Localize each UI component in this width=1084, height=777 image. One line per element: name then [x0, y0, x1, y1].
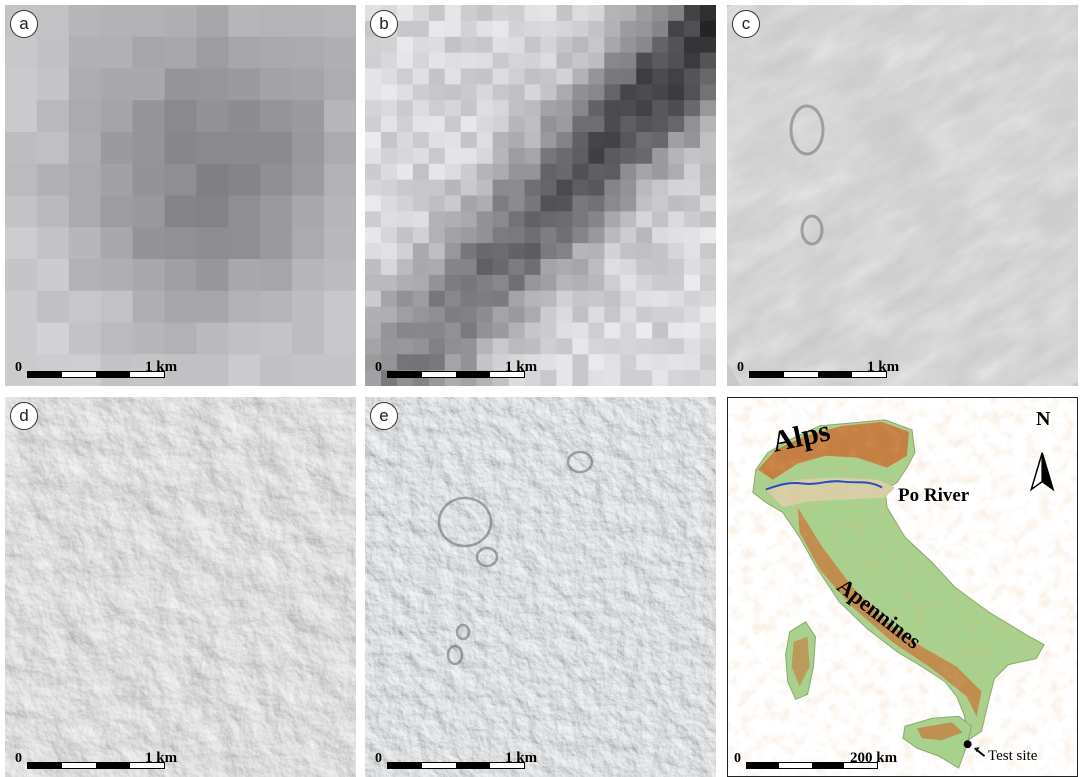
panel-d: d 0 1 km — [5, 397, 356, 777]
scale-bar: 0 200 km — [732, 749, 982, 771]
panel-a: a 0 1 km — [5, 5, 356, 386]
panel-label: d — [10, 402, 38, 430]
panel-label: c — [732, 10, 760, 38]
scale-bar-graphic — [387, 371, 525, 378]
hillshade-image — [365, 397, 716, 777]
scale-end: 200 km — [850, 750, 898, 766]
panel-label: e — [370, 402, 398, 430]
scale-bar: 0 1 km — [735, 358, 975, 380]
scale-bar: 0 1 km — [13, 358, 253, 380]
panel-c: c 0 1 km — [727, 5, 1078, 386]
po-river-label: Po River — [898, 485, 970, 506]
ridge-dem-image — [365, 5, 716, 386]
scale-end: 1 km — [505, 359, 538, 375]
scale-start: 0 — [737, 360, 744, 375]
scale-bar-graphic — [749, 371, 887, 378]
scale-bar: 0 1 km — [373, 358, 613, 380]
scale-bar: 0 1 km — [13, 749, 253, 771]
scale-bar-graphic — [27, 762, 165, 769]
north-arrow-icon — [1029, 452, 1055, 492]
panel-label: a — [10, 10, 38, 38]
scale-start: 0 — [375, 360, 382, 375]
panel-label: b — [370, 10, 398, 38]
scale-bar: 0 1 km — [373, 749, 613, 771]
scale-end: 1 km — [505, 750, 538, 766]
scale-end: 1 km — [867, 359, 900, 375]
panel-e: e 0 1 km — [365, 397, 716, 777]
scale-end: 1 km — [145, 750, 178, 766]
scale-start: 0 — [15, 751, 22, 766]
hillshade-image — [5, 397, 356, 777]
scale-start: 0 — [15, 360, 22, 375]
scale-bar-graphic — [387, 762, 525, 769]
italy-location-map: Alps Po River Apennines N Test site 0 20… — [727, 397, 1078, 777]
scale-end: 1 km — [145, 359, 178, 375]
panel-b: b 0 1 km — [365, 5, 716, 386]
test-site-label: Test site — [988, 748, 1038, 764]
coarse-dem-image — [5, 5, 356, 386]
scale-bar-graphic — [27, 371, 165, 378]
italy-terrain-map — [728, 398, 1077, 776]
scale-bar-graphic — [746, 762, 878, 769]
hillshade-image — [727, 5, 1078, 386]
north-label: N — [1036, 408, 1051, 430]
scale-start: 0 — [734, 751, 741, 766]
scale-start: 0 — [375, 751, 382, 766]
